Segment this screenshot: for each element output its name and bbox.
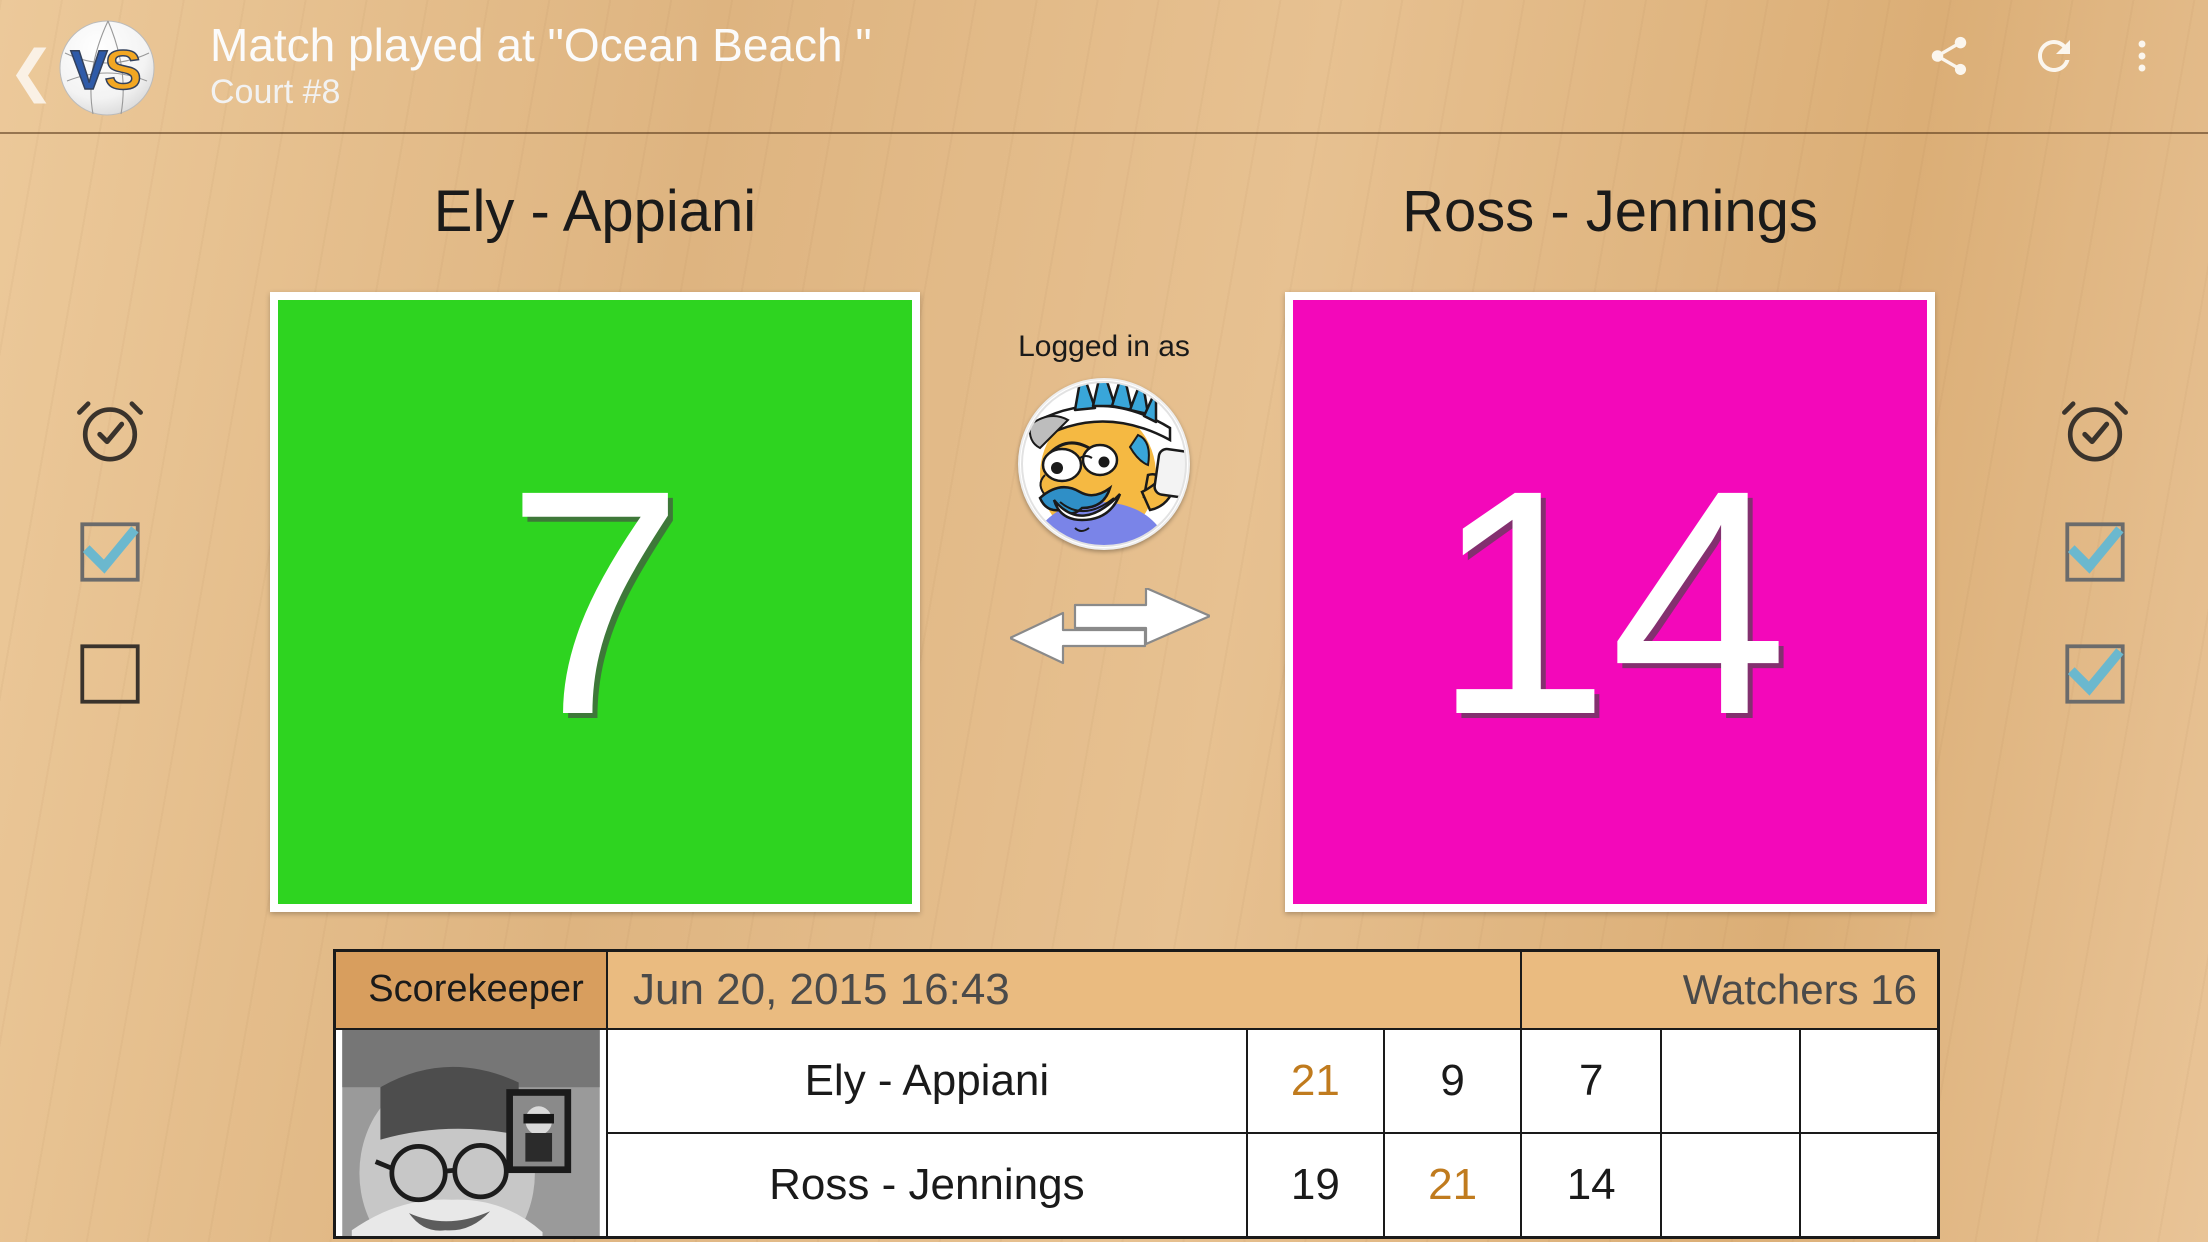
svg-text:V: V [70, 38, 107, 101]
svg-text:S: S [104, 38, 141, 101]
